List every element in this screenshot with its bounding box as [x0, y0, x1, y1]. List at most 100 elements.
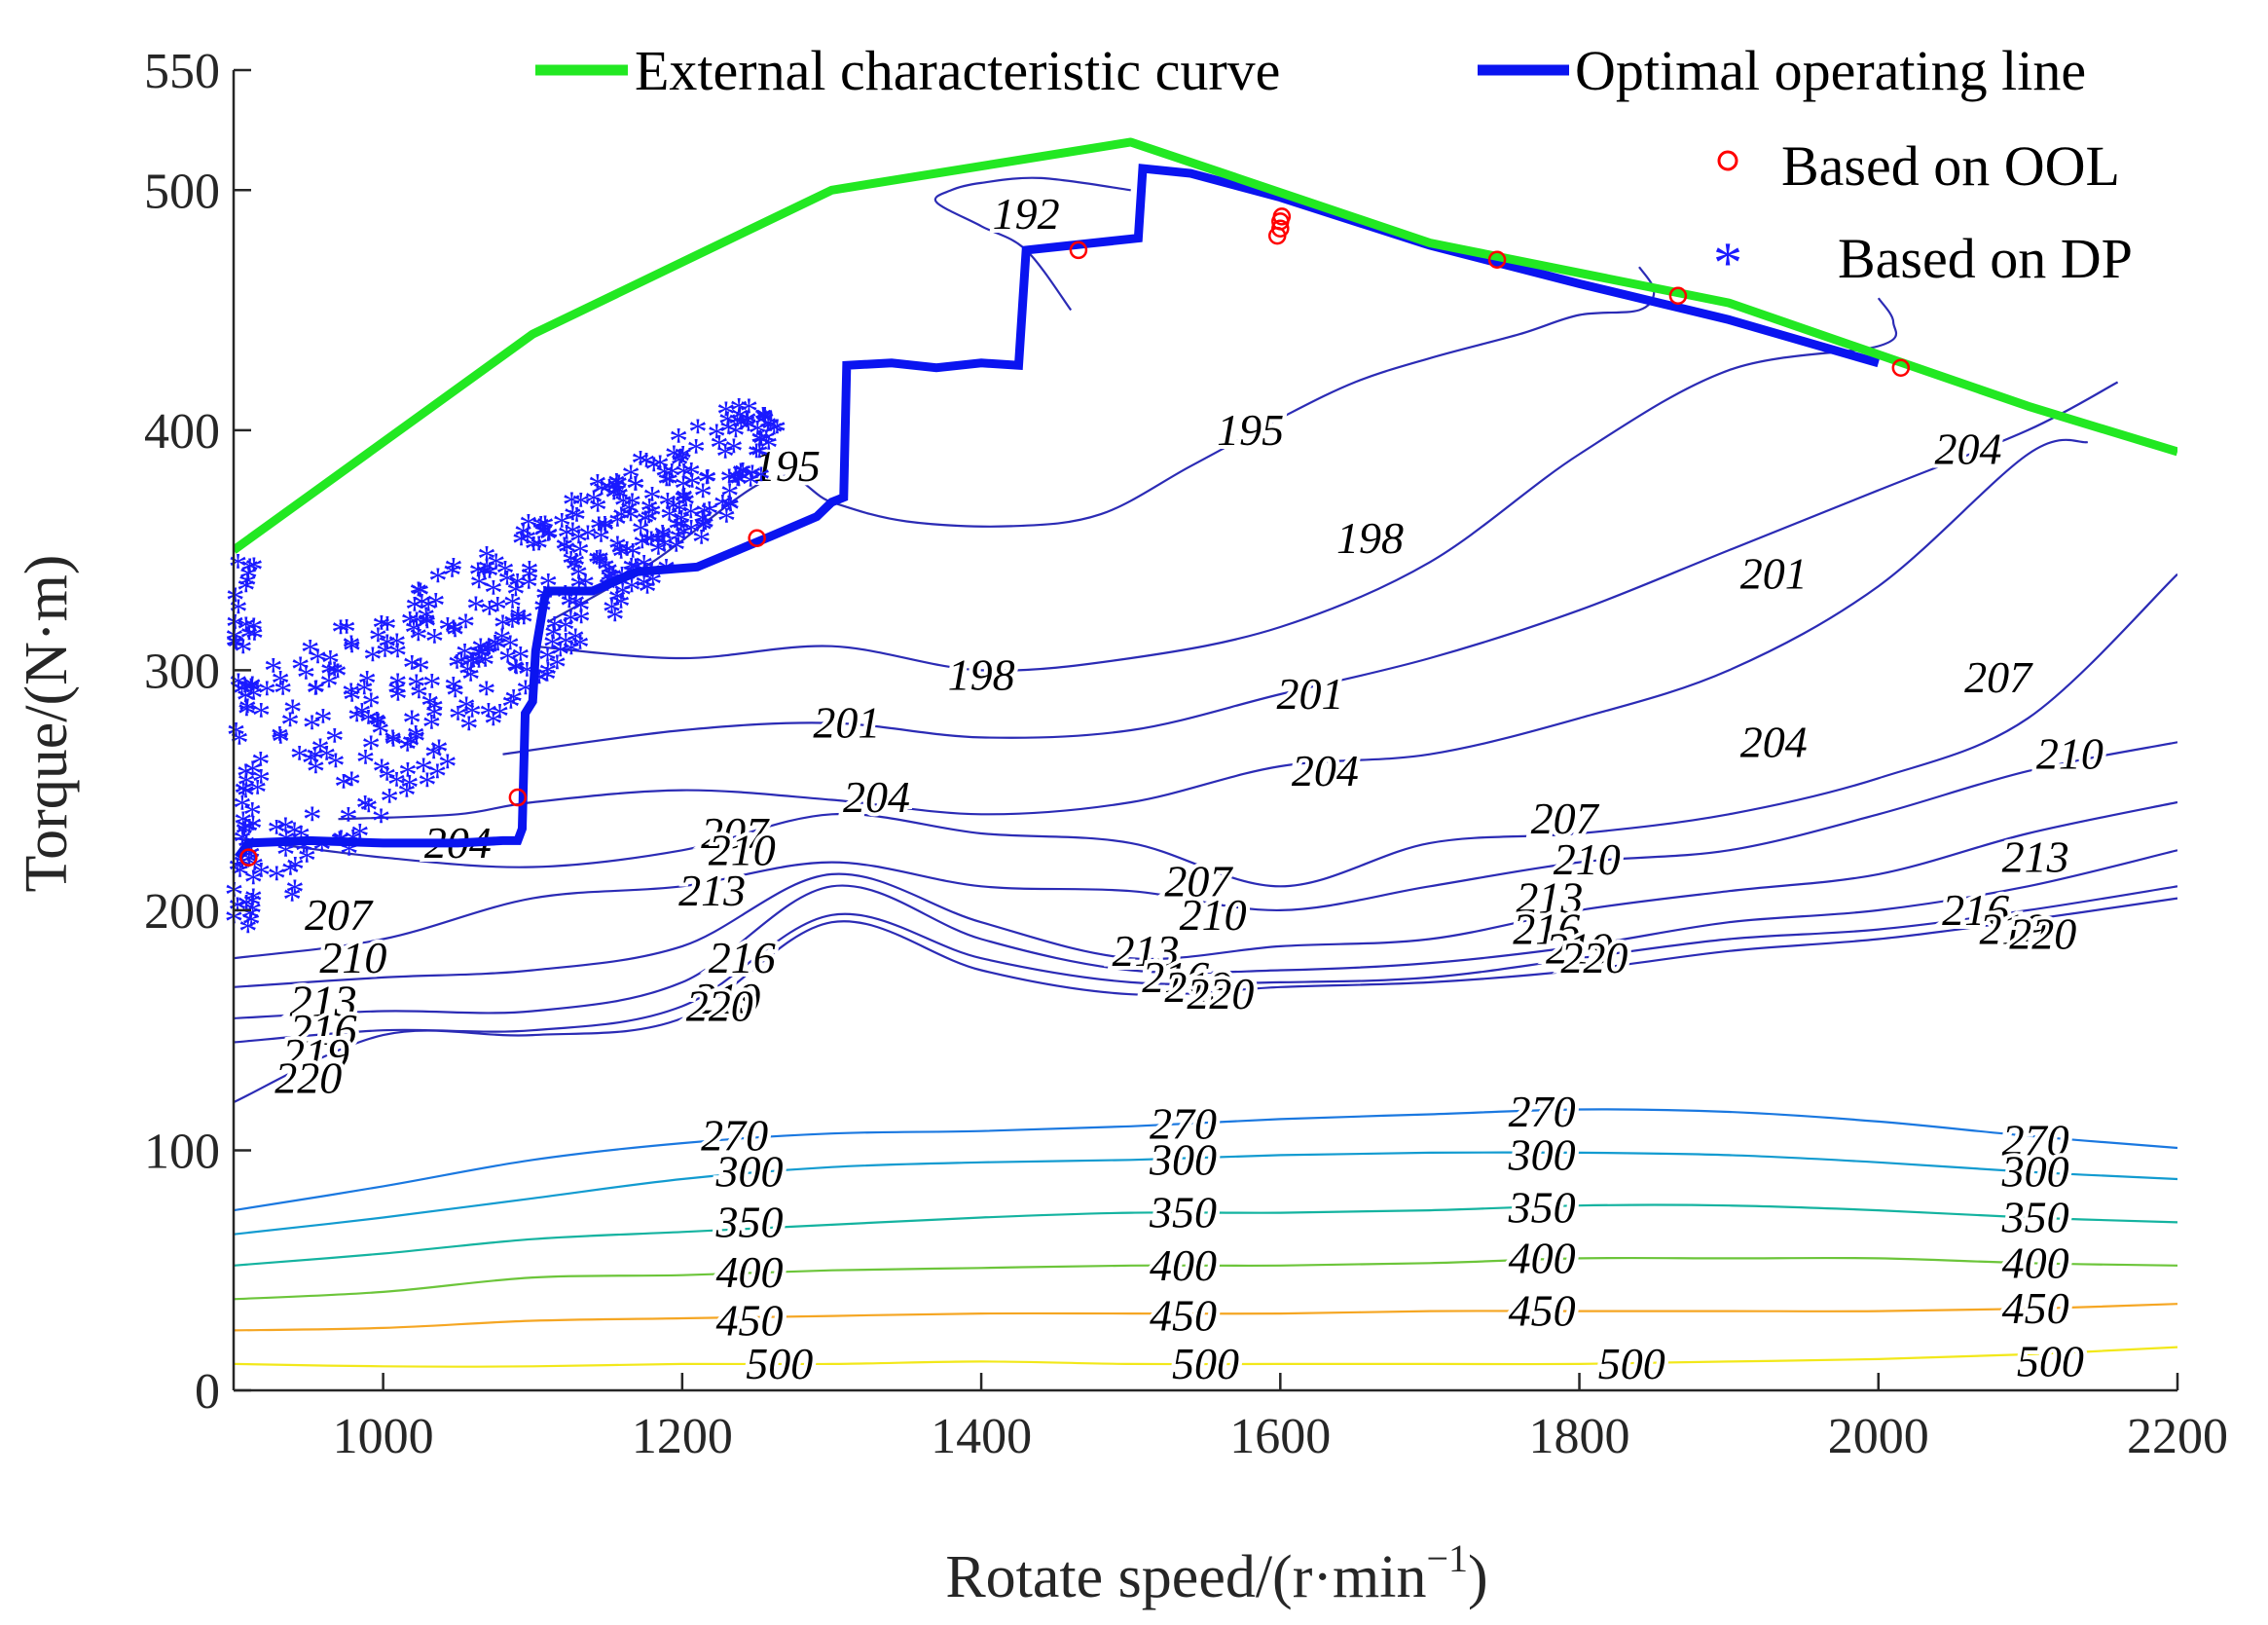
- dp-point-291: *: [718, 411, 738, 455]
- dp-point-228: *: [371, 712, 390, 756]
- dp-point-60: *: [567, 499, 586, 542]
- dp-point-207: *: [552, 504, 571, 548]
- y-axis-label: Torque/(N·m): [14, 555, 80, 893]
- dp-point-250: *: [280, 851, 300, 895]
- dp-point-190: *: [367, 703, 386, 747]
- contour-350: [234, 1203, 2177, 1267]
- dp-point-140: *: [592, 518, 611, 562]
- dp-point-83: *: [623, 534, 642, 577]
- dp-point-61: *: [418, 763, 437, 807]
- dp-point-331: *: [380, 780, 399, 824]
- dp-point-225: *: [648, 522, 668, 566]
- dp-point-358: *: [543, 625, 563, 669]
- dp-point-293: *: [502, 604, 522, 647]
- dp-point-278: *: [355, 741, 375, 785]
- dp-point-369: *: [274, 672, 293, 716]
- contour-label-350-0: 350: [714, 1197, 783, 1246]
- contour-label-210-1: 210: [709, 825, 776, 874]
- dp-point-67: *: [556, 609, 575, 652]
- contour-label-216-2: 216: [1142, 952, 1209, 1002]
- dp-point-403: *: [747, 434, 766, 478]
- dp-point-324: *: [461, 658, 481, 702]
- dp-point-143: *: [660, 498, 679, 541]
- dp-point-136: *: [387, 624, 407, 668]
- dp-point-168: *: [469, 636, 489, 680]
- contour-label-201-2: 201: [1740, 549, 1808, 599]
- dp-point-295: *: [241, 670, 261, 714]
- dp-point-401: *: [480, 592, 499, 636]
- dp-point-142: *: [565, 548, 584, 592]
- contour-label-500-1: 500: [1172, 1339, 1239, 1388]
- contour-219: [234, 885, 2177, 1044]
- dp-point-458: *: [234, 772, 253, 816]
- contour-label-220-4: 220: [2009, 909, 2076, 959]
- dp-point-238: *: [672, 440, 691, 484]
- dp-point-302: *: [438, 608, 457, 651]
- ool-point-7: [1272, 207, 1292, 226]
- dp-point-374: *: [719, 486, 739, 530]
- dp-point-62: *: [388, 678, 408, 721]
- dp-point-430: *: [227, 626, 246, 670]
- dp-point-290: *: [519, 505, 538, 549]
- dp-point-132: *: [508, 598, 528, 642]
- dp-point-70: *: [444, 668, 463, 712]
- dp-point-431: *: [238, 564, 257, 608]
- dp-point-174: *: [251, 694, 271, 738]
- dp-point-88: *: [372, 750, 391, 794]
- dp-point-337: *: [743, 456, 762, 499]
- dp-point-134: *: [584, 481, 604, 525]
- dp-point-426: *: [236, 755, 255, 798]
- legend: External characteristic curve Optimal op…: [535, 39, 2133, 295]
- contour-label-400-0: 400: [715, 1247, 783, 1297]
- x-axis-label: Rotate speed/(r·min−1): [945, 1536, 1487, 1610]
- dp-point-85: *: [733, 454, 752, 498]
- x-tick-label-1200: 1200: [632, 1409, 733, 1464]
- contour-label-204-2: 204: [1292, 746, 1359, 795]
- contour-label-500-3: 500: [2017, 1336, 2084, 1385]
- dp-point-20: *: [487, 544, 506, 588]
- dp-point-465: *: [244, 676, 264, 720]
- dp-point-213: *: [469, 565, 489, 609]
- dp-point-206: *: [538, 652, 558, 696]
- dp-point-273: *: [604, 476, 624, 520]
- dp-point-379: *: [267, 811, 286, 855]
- dp-point-396: *: [306, 672, 325, 716]
- contour-label-210-3: 210: [1554, 834, 1621, 884]
- dp-point-233: *: [653, 516, 673, 560]
- dp-point-120: *: [637, 444, 656, 488]
- dp-point-10: *: [306, 750, 325, 794]
- dp-point-115: *: [570, 533, 590, 576]
- dp-point-343: *: [710, 426, 729, 470]
- dp-point-111: *: [631, 442, 650, 486]
- contour-label-450-2: 450: [1509, 1286, 1576, 1336]
- dp-point-99: *: [621, 498, 640, 541]
- dp-point-423: *: [234, 630, 253, 674]
- contour-label-207-1: 207: [701, 808, 770, 858]
- dp-point-73: *: [755, 399, 775, 443]
- dp-point-388: *: [638, 570, 657, 613]
- dp-point-68: *: [610, 532, 630, 575]
- dp-point-6: *: [669, 519, 688, 563]
- dp-point-326: *: [309, 640, 328, 683]
- legend-marker-dp: *: [1713, 231, 1742, 295]
- dp-point-459: *: [237, 692, 256, 736]
- dp-point-198: *: [675, 515, 694, 559]
- dp-point-89: *: [562, 483, 581, 527]
- contour-label-207-4: 207: [1964, 652, 2033, 702]
- dp-point-226: *: [720, 474, 740, 518]
- dp-point-24: *: [566, 619, 585, 663]
- dp-point-38: *: [494, 606, 513, 649]
- dp-point-195: *: [285, 870, 305, 914]
- dp-point-328: *: [642, 494, 662, 537]
- dp-point-395: *: [342, 762, 361, 806]
- dp-point-160: *: [688, 410, 708, 454]
- legend-label-external: External characteristic curve: [635, 39, 1280, 102]
- dp-point-28: *: [477, 537, 496, 581]
- contour-label-350-3: 350: [2001, 1192, 2069, 1241]
- contour-label-198-0: 198: [948, 649, 1015, 699]
- dp-point-152: *: [623, 484, 642, 528]
- dp-point-380: *: [692, 500, 712, 544]
- dp-point-145: *: [670, 443, 689, 487]
- dp-point-34: *: [674, 480, 693, 524]
- dp-point-299: *: [409, 572, 428, 616]
